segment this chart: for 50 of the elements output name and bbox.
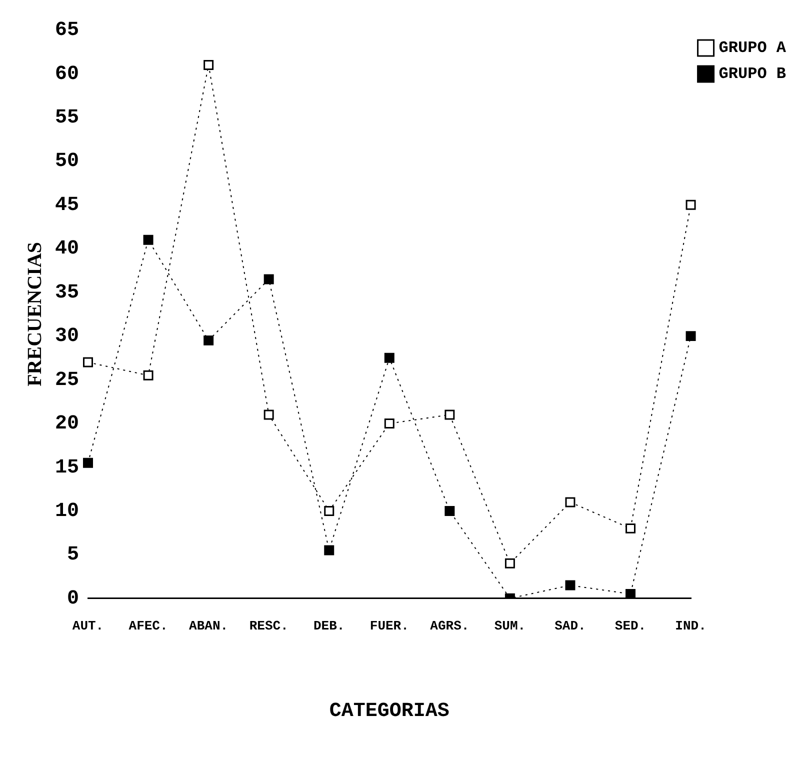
y-tick-label: 45	[54, 194, 80, 217]
point	[444, 506, 455, 516]
y-tick-label: 65	[54, 19, 80, 42]
y-tick-label: 40	[54, 238, 80, 261]
point	[565, 580, 576, 590]
y-tick-label: 20	[54, 412, 80, 436]
point	[204, 335, 214, 346]
y-tick-label: 5	[66, 544, 80, 567]
y-tick-label: 50	[54, 150, 80, 174]
point	[686, 200, 696, 210]
y-tick-label: 30	[54, 325, 80, 348]
point	[264, 410, 274, 420]
point	[384, 418, 394, 428]
point	[264, 274, 274, 284]
point	[324, 506, 334, 516]
x-tick-label: SAD.	[554, 618, 586, 634]
point	[444, 410, 455, 420]
point	[324, 545, 334, 556]
x-tick-label: DEB.	[314, 618, 345, 634]
y-tick-label: 10	[54, 500, 80, 523]
y-tick-label: 25	[54, 368, 80, 392]
y-axis-title: FRECUENCIAS	[24, 242, 46, 386]
x-tick-label: RESC.	[249, 618, 288, 634]
x-axis-title: CATEGORIAS	[329, 700, 450, 724]
y-tick-label: 35	[54, 281, 80, 304]
x-tick-label: SED.	[614, 618, 646, 634]
x-tick-label: ABAN.	[189, 618, 228, 634]
point	[143, 234, 154, 245]
point	[626, 589, 636, 598]
x-tick-label: FUER.	[370, 618, 409, 634]
point	[504, 558, 515, 568]
y-tick-label: 15	[54, 456, 80, 480]
x-tick-label: AFEC.	[128, 618, 168, 634]
point	[83, 458, 93, 468]
y-tick-label: 0	[66, 587, 80, 610]
legend-label: GRUPO B	[718, 65, 786, 84]
point	[686, 331, 696, 342]
point	[626, 523, 636, 534]
x-tick-label: AUT.	[72, 618, 104, 634]
x-tick-label: IND.	[675, 618, 706, 634]
y-tick-label: 55	[54, 106, 80, 130]
point	[143, 370, 154, 380]
x-tick-label: AGRS.	[430, 618, 470, 634]
x-tick-label: SUM.	[494, 618, 526, 634]
y-tick-label: 60	[54, 62, 80, 86]
point	[204, 60, 214, 70]
point	[384, 352, 394, 363]
point	[565, 497, 576, 508]
legend-label: GRUPO A	[718, 39, 786, 58]
point	[83, 357, 93, 368]
